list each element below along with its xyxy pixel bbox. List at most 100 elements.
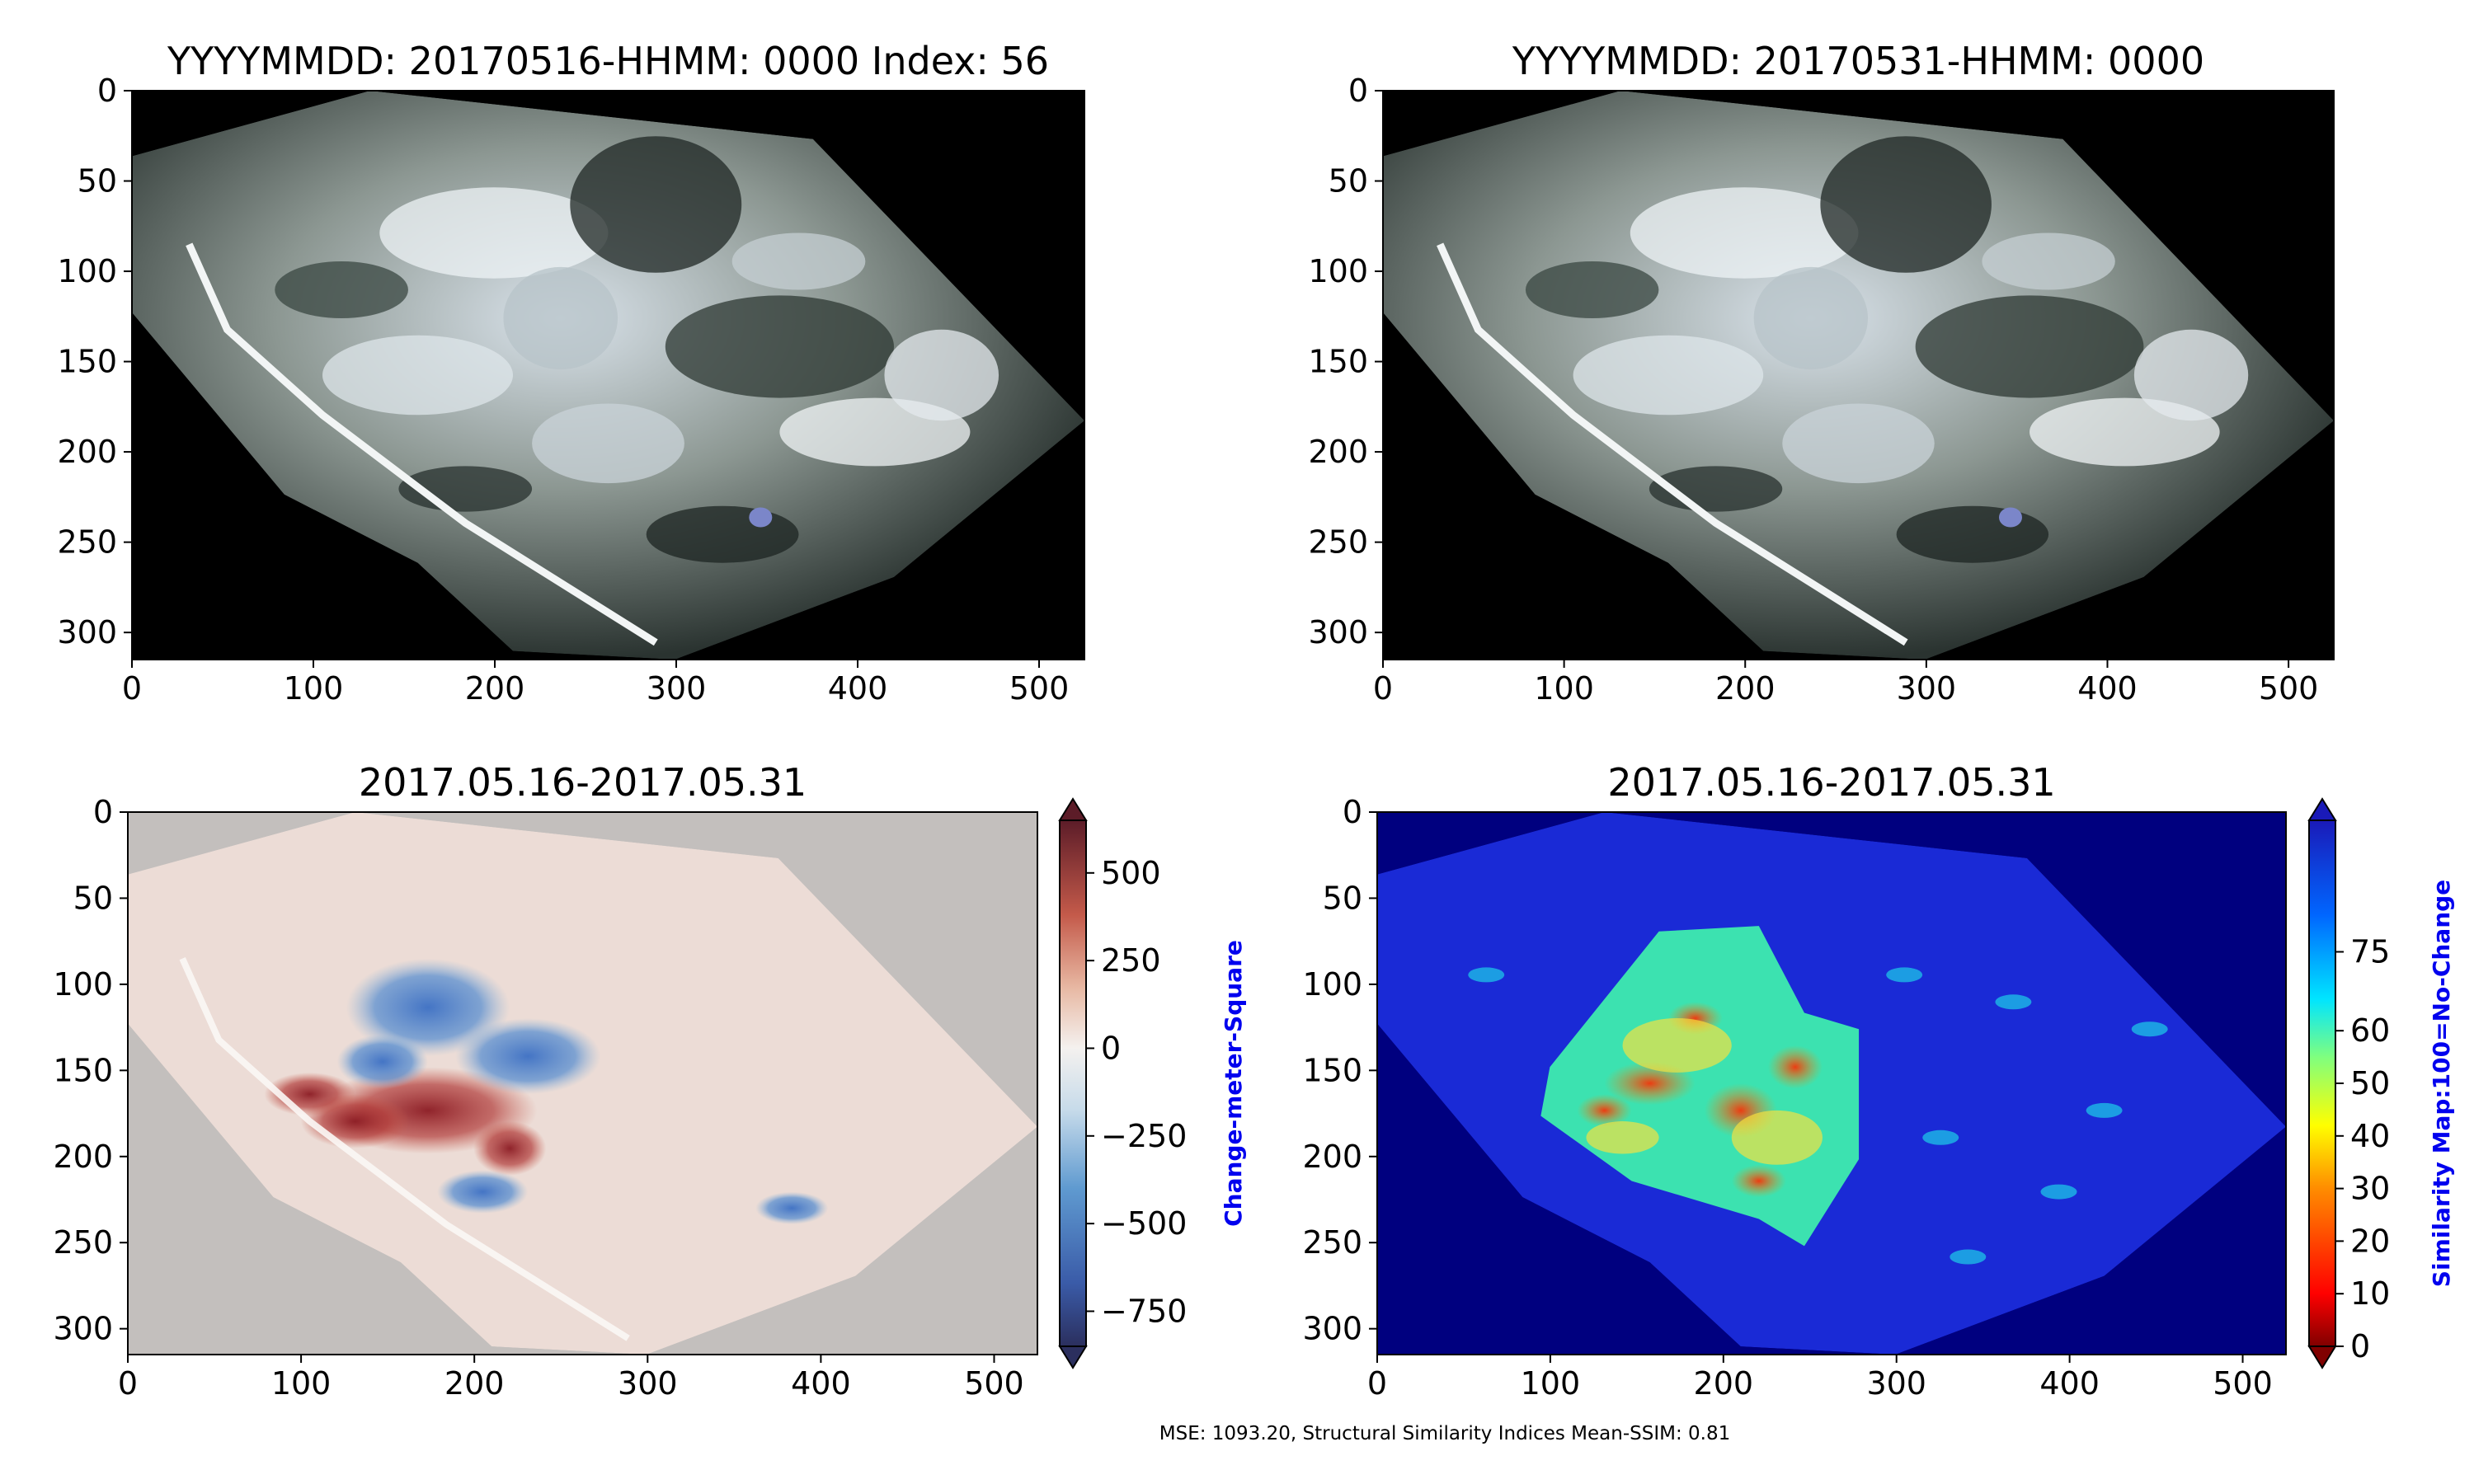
x-tick-label: 100 <box>271 1365 332 1402</box>
y-tick-label: 0 <box>1348 73 1368 109</box>
y-tick-label: 300 <box>57 614 117 650</box>
panel-title: 2017.05.16-2017.05.31 <box>1607 760 2055 805</box>
terrain-base <box>132 91 1084 660</box>
x-tick-label: 400 <box>828 670 888 707</box>
terrain-patch <box>646 505 799 563</box>
x-tick-label: 500 <box>1009 670 1070 707</box>
road-line <box>1437 242 1908 646</box>
road-line <box>186 242 658 646</box>
x-tick-label: 200 <box>1715 670 1776 707</box>
colorbar-body <box>1059 819 1087 1347</box>
terrain-patch <box>1753 266 1869 370</box>
scattered-change <box>2131 1021 2168 1037</box>
y-tick-label: 150 <box>57 344 117 380</box>
y-tick-label: 150 <box>1308 344 1368 380</box>
colorbar: 75 60 50 40 30 20 10 0 Similarity Map:100=No-Cha… <box>2307 797 2455 1369</box>
pond-marker <box>749 507 773 528</box>
terrain-base <box>1383 91 2334 660</box>
x-tick-label: 400 <box>791 1365 851 1402</box>
panel-title: 2017.05.16-2017.05.31 <box>359 760 807 805</box>
gain-area <box>336 1034 428 1089</box>
y-tick-label: 250 <box>1302 1224 1362 1261</box>
axes-frame <box>131 90 1085 660</box>
axes-frame <box>127 811 1038 1355</box>
colorbar-label: Change-meter-Square <box>1220 940 1247 1227</box>
y-tick-label: 100 <box>1308 253 1368 289</box>
colorbar-tick-label: 20 <box>2350 1223 2390 1259</box>
x-tick-label: 100 <box>284 670 344 707</box>
terrain-patch <box>275 261 408 318</box>
colorbar-extend-min <box>1058 1345 1088 1369</box>
pond-marker <box>1998 507 2022 528</box>
loss-area <box>473 1121 547 1176</box>
gain-area <box>437 1170 529 1214</box>
colorbar-tick-label: −750 <box>1101 1293 1187 1329</box>
y-tick-label: 50 <box>1323 880 1362 916</box>
terrain-patch <box>2133 329 2249 421</box>
y-tick-label: 250 <box>57 524 117 561</box>
x-tick-label: 300 <box>618 1365 678 1402</box>
y-tick-label: 300 <box>1308 614 1368 650</box>
scattered-change <box>1995 994 2032 1010</box>
y-tick-label: 100 <box>1302 966 1362 1003</box>
x-tick-label: 400 <box>2039 1365 2100 1402</box>
scattered-change <box>1468 967 1505 983</box>
y-tick-label: 250 <box>1308 524 1368 561</box>
y-tick-label: 300 <box>53 1311 113 1347</box>
y-tick-label: 50 <box>1329 163 1368 200</box>
panel-2: YYYYMMDD: 20170531-HHMM: 0000 0 100 200 300 4… <box>1308 39 2335 707</box>
y-tick-label: 0 <box>93 794 113 830</box>
y-tick-label: 300 <box>1302 1311 1362 1347</box>
y-tick-label: 0 <box>97 73 117 109</box>
low-similarity-spot <box>1577 1094 1632 1127</box>
panel-title: YYYYMMDD: 20170516-HHMM: 0000 Index: 56 <box>167 39 1049 83</box>
image-region <box>132 91 1084 660</box>
colorbar-tick-label: 30 <box>2350 1171 2390 1207</box>
axes-frame <box>1382 90 2335 660</box>
x-tick-label: 500 <box>2213 1365 2273 1402</box>
y-tick-label: 0 <box>1343 794 1362 830</box>
x-tick-label: 100 <box>1521 1365 1581 1402</box>
terrain-patch <box>731 232 866 290</box>
x-tick-label: 500 <box>2259 670 2319 707</box>
colorbar-tick-label: −500 <box>1101 1205 1187 1242</box>
terrain-patch <box>1915 295 2144 398</box>
colorbar-tick-label: 75 <box>2350 934 2390 970</box>
x-tick-label: 500 <box>964 1365 1024 1402</box>
x-tick-label: 300 <box>647 670 707 707</box>
scattered-change <box>1922 1129 1959 1145</box>
low-similarity-spot <box>1604 1061 1696 1106</box>
y-tick-label: 100 <box>53 966 113 1003</box>
colorbar-tick-label: 40 <box>2350 1118 2390 1154</box>
x-tick-label: 200 <box>465 670 525 707</box>
colorbar-extend-min <box>2307 1345 2337 1369</box>
mid-similarity-spot <box>1586 1121 1659 1154</box>
y-tick-label: 200 <box>57 434 117 470</box>
x-tick-label: 300 <box>1866 1365 1926 1402</box>
image-region <box>1383 91 2334 660</box>
colorbar-tick-label: 0 <box>2350 1328 2370 1364</box>
colorbar-tick-label: 0 <box>1101 1030 1121 1066</box>
image-region <box>128 812 1037 1355</box>
scattered-change <box>1950 1249 1987 1265</box>
scattered-change <box>2040 1184 2077 1200</box>
colorbar-tick-label: −250 <box>1101 1118 1187 1154</box>
x-tick-label: 400 <box>2077 670 2138 707</box>
terrain-patch <box>379 187 609 279</box>
panel-3: 2017.05.16-2017.05.310 100 200 300 400 500050… <box>53 760 1247 1402</box>
y-tick-label: 200 <box>1308 434 1368 470</box>
terrain-patch <box>1525 261 1659 318</box>
footer-metrics: MSE: 1093.20, Structural Similarity Indi… <box>1159 1423 1730 1444</box>
terrain-patch <box>1630 187 1859 279</box>
gain-area <box>346 958 510 1057</box>
terrain-patch <box>322 335 513 416</box>
colorbar: 500 250 0 −250 −500 −750 Change-meter-Square <box>1058 797 1247 1369</box>
x-tick-label: 200 <box>1694 1365 1754 1402</box>
low-similarity-spot <box>1731 1164 1786 1198</box>
y-tick-label: 200 <box>53 1139 113 1175</box>
y-tick-label: 250 <box>53 1224 113 1261</box>
terrain-patch <box>1896 505 2049 563</box>
panel-1: YYYYMMDD: 20170516-HHMM: 0000 Index: 56 0… <box>57 39 1085 707</box>
y-tick-label: 50 <box>78 163 117 200</box>
